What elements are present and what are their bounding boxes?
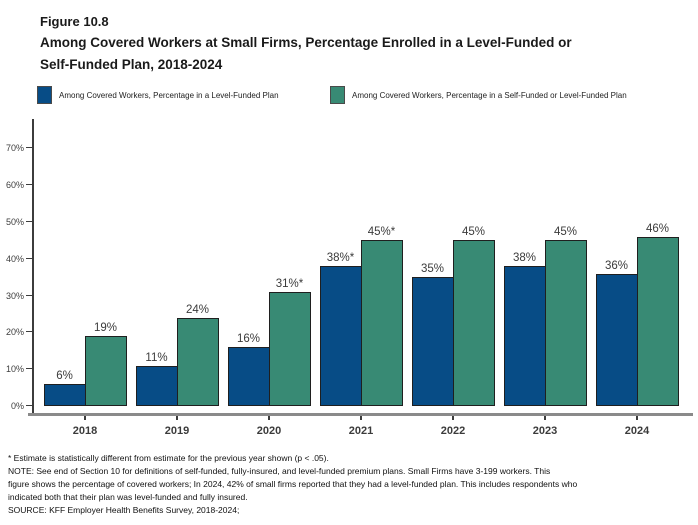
chart-header: Figure 10.8 Among Covered Workers at Sma… — [40, 12, 572, 76]
legend-item: Among Covered Workers, Percentage in a L… — [37, 86, 279, 104]
bar-self-or-level-funded: 45%* — [360, 226, 403, 406]
x-axis-year-label: 2023 — [532, 425, 558, 437]
y-axis-tick-label: 30% — [5, 290, 24, 301]
chart-title-line-1: Among Covered Workers at Small Firms, Pe… — [40, 35, 572, 50]
y-axis-labels: 0% 10% 20% 30% 40% 50% 60% 70% — [0, 119, 24, 411]
footnote-line: * Estimate is statistically different fr… — [8, 453, 329, 463]
legend-label: Among Covered Workers, Percentage in a S… — [352, 90, 627, 100]
bar-self-or-level-funded: 19% — [84, 322, 127, 406]
footnote-line: SOURCE: KFF Employer Health Benefits Sur… — [8, 505, 240, 515]
y-axis-tick-mark — [26, 184, 32, 186]
bar-value-label: 24% — [185, 303, 210, 316]
bar-value-label: 31%* — [275, 277, 304, 290]
x-axis-tick-mark — [268, 416, 270, 420]
legend-item: Among Covered Workers, Percentage in a S… — [330, 86, 627, 104]
bar-level-funded: 38% — [503, 252, 546, 406]
x-axis-tick-mark — [84, 416, 86, 420]
legend-swatch-icon — [330, 86, 345, 104]
year-group: 6% 19% 2018 — [39, 119, 131, 437]
legend-label: Among Covered Workers, Percentage in a L… — [59, 90, 279, 100]
bar-value-label: 38% — [512, 252, 537, 265]
y-axis-tick-mark — [26, 257, 32, 259]
footnote-line: figure shows the percentage of covered w… — [8, 479, 578, 489]
bar-value-label: 45%* — [367, 226, 396, 239]
footnotes: * Estimate is statistically different fr… — [8, 452, 692, 517]
y-axis-tick-marks — [26, 119, 32, 406]
x-axis-year-label: 2018 — [72, 425, 98, 437]
bar-level-funded: 11% — [135, 352, 178, 406]
bar-value-label: 19% — [93, 322, 118, 335]
y-axis-tick-label: 0% — [10, 401, 24, 411]
y-axis-tick-mark — [26, 331, 32, 333]
y-axis-tick-label: 20% — [5, 327, 24, 338]
bar-level-funded: 35% — [411, 263, 454, 406]
chart-legend: Among Covered Workers, Percentage in a L… — [0, 86, 698, 106]
y-axis-tick-mark — [26, 368, 32, 370]
y-axis-tick-label: 70% — [5, 143, 24, 154]
y-axis-line — [32, 119, 34, 415]
bar-value-label: 45% — [461, 226, 486, 239]
year-group: 11% 24% 2019 — [131, 119, 223, 437]
bar-self-or-level-funded: 46% — [636, 223, 679, 406]
bar-value-label: 35% — [420, 263, 445, 276]
bar-level-funded: 38%* — [319, 252, 362, 406]
figure-number: Figure 10.8 — [40, 14, 109, 29]
bar-value-label: 16% — [236, 333, 261, 346]
year-group: 36% 46% 2024 — [591, 119, 683, 437]
y-axis-tick-label: 50% — [5, 217, 24, 228]
bar-value-label: 46% — [645, 222, 670, 235]
x-axis-year-label: 2022 — [440, 425, 466, 437]
footnote-line: indicated both that their plan was level… — [8, 492, 248, 502]
x-axis-tick-mark — [360, 416, 362, 420]
plot-columns: 6% 19% 2018 11% 24% 2019 16% 31%* 2020 3… — [39, 119, 683, 437]
bar-self-or-level-funded: 31%* — [268, 278, 311, 406]
bar-value-label: 38%* — [326, 252, 355, 265]
y-axis-tick-mark — [26, 221, 32, 223]
y-axis-tick-mark — [26, 147, 32, 149]
year-group: 16% 31%* 2020 — [223, 119, 315, 437]
bar-level-funded: 6% — [43, 370, 86, 406]
x-axis-year-label: 2019 — [164, 425, 190, 437]
bar-level-funded: 36% — [595, 260, 638, 406]
bar-self-or-level-funded: 45% — [544, 226, 587, 406]
bar-value-label: 36% — [604, 259, 629, 272]
x-axis-line — [28, 413, 693, 416]
bar-value-label: 45% — [553, 226, 578, 239]
year-group: 35% 45% 2022 — [407, 119, 499, 437]
x-axis-tick-mark — [544, 416, 546, 420]
x-axis-tick-mark — [636, 416, 638, 420]
bar-self-or-level-funded: 45% — [452, 226, 495, 406]
legend-swatch-icon — [37, 86, 52, 104]
bar-level-funded: 16% — [227, 333, 270, 406]
y-axis-tick-label: 10% — [5, 364, 24, 375]
bar-value-label: 11% — [145, 351, 168, 364]
bar-self-or-level-funded: 24% — [176, 304, 219, 406]
footnote-line: NOTE: See end of Section 10 for definiti… — [8, 466, 551, 476]
x-axis-year-label: 2020 — [256, 425, 282, 437]
y-axis-tick-mark — [26, 405, 32, 406]
y-axis-tick-label: 60% — [5, 180, 24, 191]
x-axis-tick-mark — [176, 416, 178, 420]
bar-value-label: 6% — [56, 369, 73, 382]
chart-title-line-2: Self-Funded Plan, 2018-2024 — [40, 57, 223, 72]
x-axis-tick-mark — [452, 416, 454, 420]
year-group: 38% 45% 2023 — [499, 119, 591, 437]
y-axis-tick-mark — [26, 294, 32, 296]
bar-chart: 0% 10% 20% 30% 40% 50% 60% 70% 6% 19% 2018 11% … — [0, 119, 693, 437]
x-axis-year-label: 2021 — [348, 425, 374, 437]
year-group: 38%* 45%* 2021 — [315, 119, 407, 437]
x-axis-year-label: 2024 — [624, 425, 650, 437]
y-axis-tick-label: 40% — [5, 253, 24, 264]
